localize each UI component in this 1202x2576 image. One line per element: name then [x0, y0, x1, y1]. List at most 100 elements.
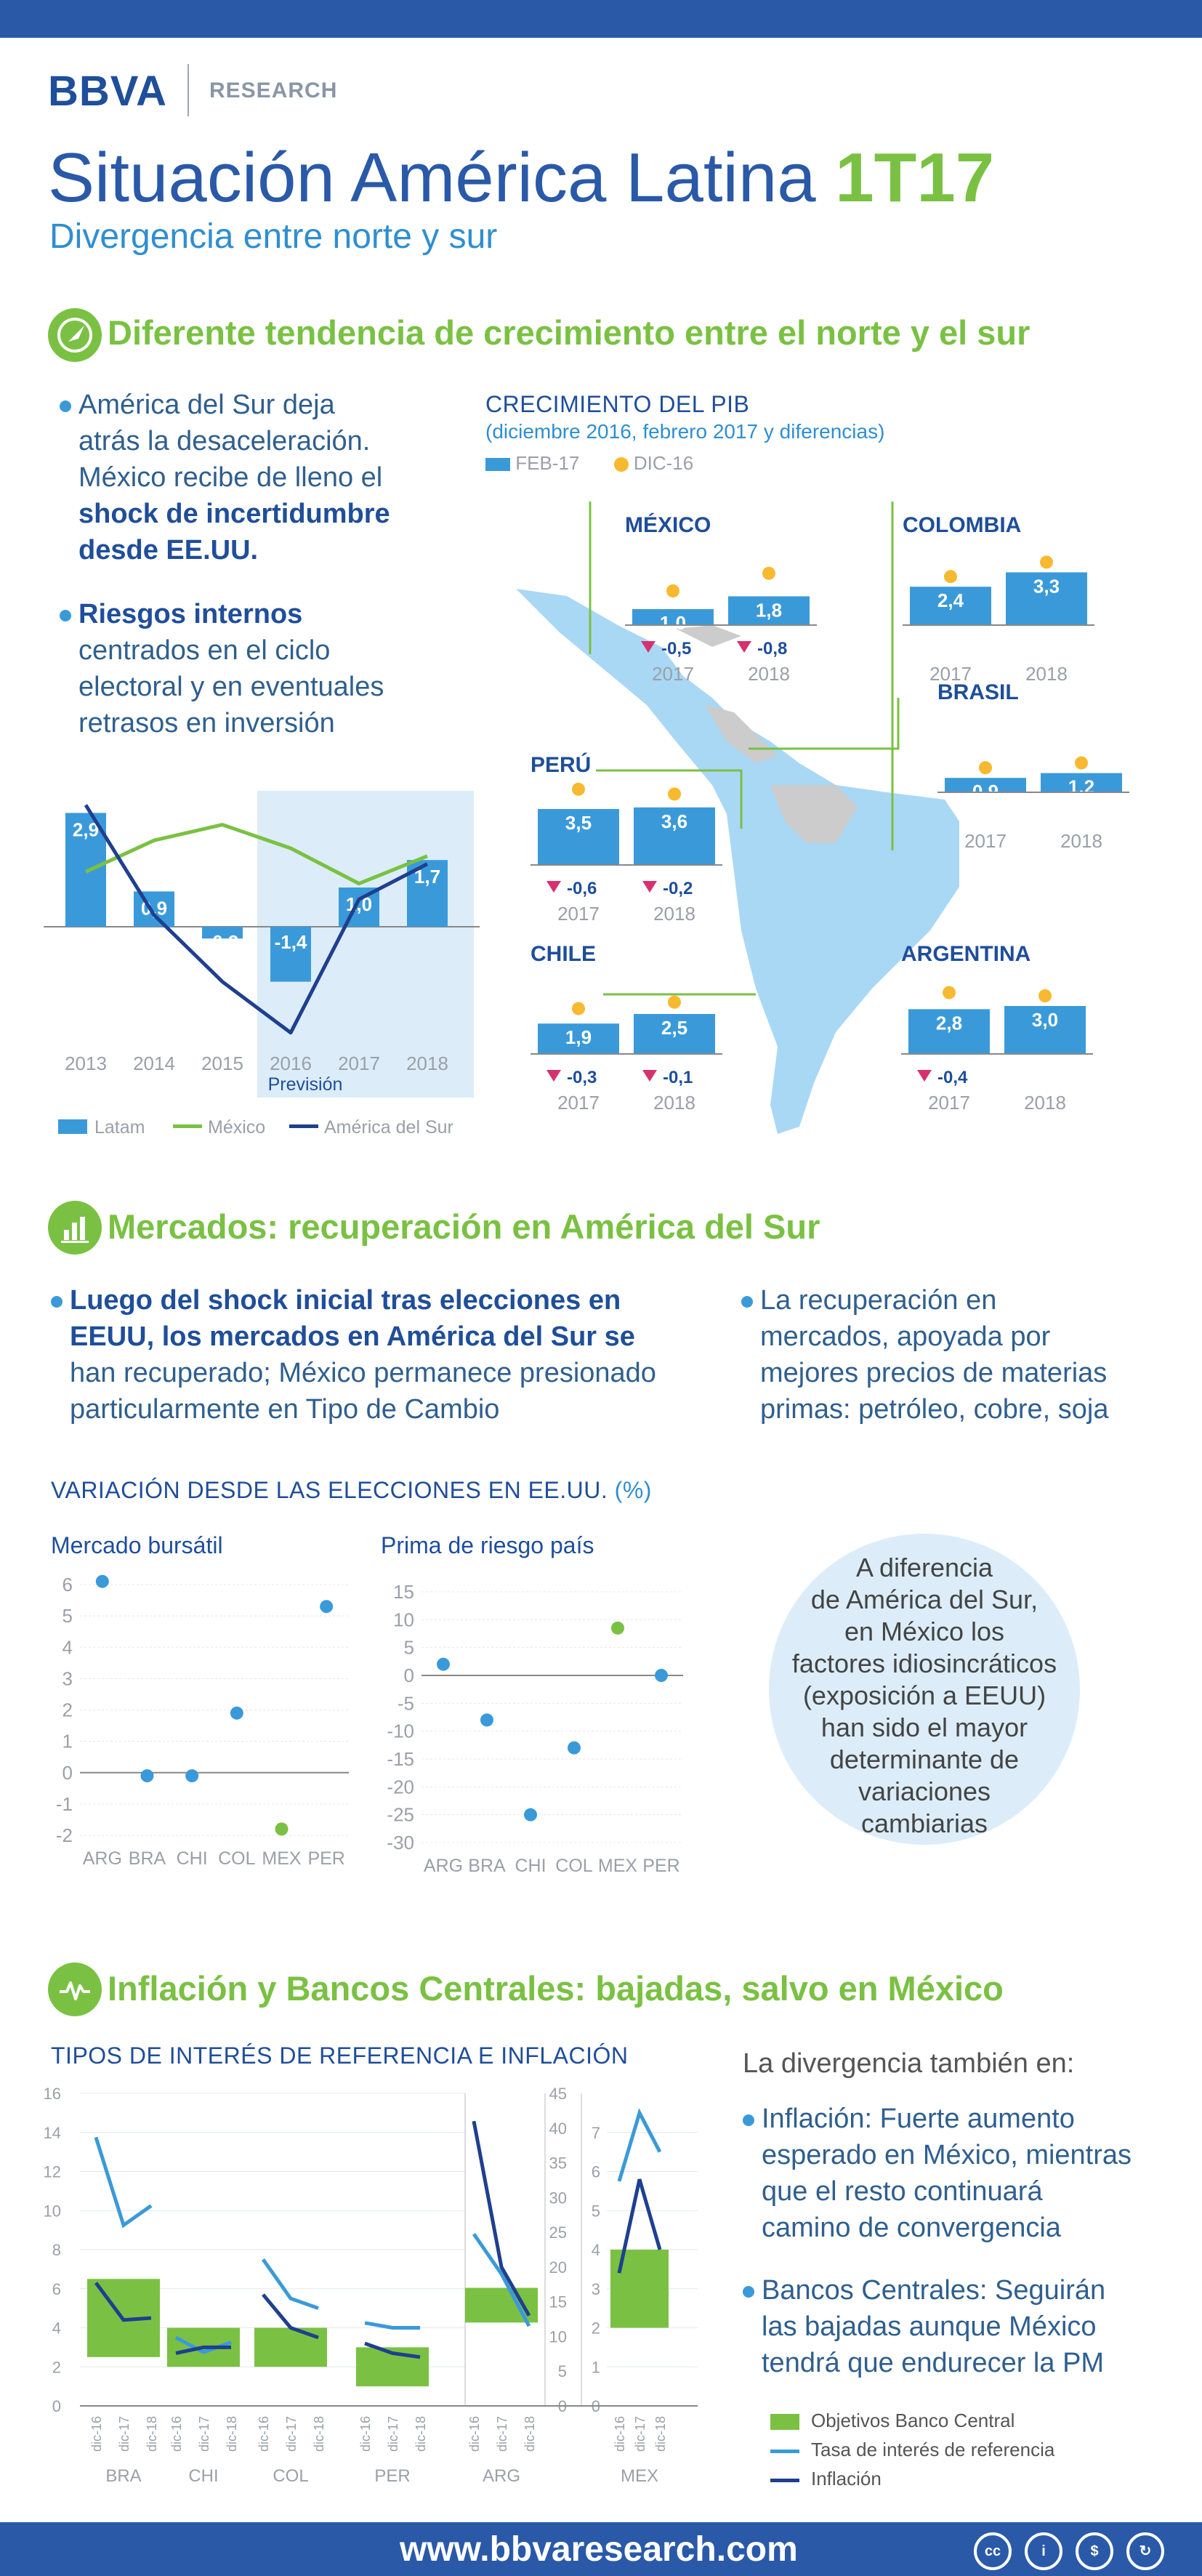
dic16-marker: [668, 787, 681, 801]
bullet-dot-icon: [60, 400, 71, 412]
bullet-dot-icon: [743, 2114, 754, 2126]
title-period: 1T17: [835, 139, 995, 217]
bar-label: 3,5: [565, 812, 592, 834]
diff-label: -0,8: [757, 639, 787, 659]
y-tick-label: 4: [52, 2319, 61, 2338]
brand-division: RESEARCH: [209, 79, 338, 102]
period-label: dic-16: [169, 2416, 184, 2452]
dic16-marker: [762, 566, 775, 580]
latam-gdp-chart: 2,920130,92014-0,32015-1,420161,020171,7…: [44, 791, 480, 1138]
dic16-marker: [1038, 989, 1052, 1002]
y-tick-label: 8: [52, 2241, 61, 2259]
y-tick-label-mex: 1: [592, 2358, 600, 2376]
line-mexico: [84, 823, 428, 886]
section3-bullet1: Inflación: Fuerte aumento esperado en Mé…: [743, 2101, 1186, 2246]
y-tick-label: 2: [62, 1699, 73, 1721]
group-label: COL: [273, 2466, 308, 2486]
bar-label: 3,0: [1032, 1009, 1058, 1031]
legend-swatch-target: [770, 2414, 799, 2431]
y-tick-label: 5: [404, 1637, 414, 1659]
y-tick-label-mex: 5: [592, 2202, 600, 2220]
point-arg: [437, 1657, 450, 1671]
group-label: PER: [374, 2466, 410, 2486]
y-tick-label: 6: [52, 2280, 61, 2298]
bar-label: 1,8: [756, 599, 782, 621]
y-tick-label: -15: [387, 1748, 414, 1770]
country-panel-chile: CHILE 1,9 -0,3 2017 2,5 -0,1 2018: [531, 942, 756, 1114]
y-tick-label-mex: 7: [592, 2124, 600, 2142]
y-tick-label: 6: [62, 1574, 73, 1595]
y-tick-label-right: 10: [549, 2327, 567, 2346]
bar-label: 1,0: [346, 893, 372, 915]
x-tick-label: COL: [555, 1856, 593, 1876]
bar-colombia-2017: [910, 587, 991, 625]
bar-chile-2017: [538, 1023, 619, 1054]
legend-swatch-latam: [58, 1119, 87, 1134]
point-bra: [480, 1713, 493, 1727]
diff-label: -0,5: [661, 639, 691, 659]
rate-line-bra: [94, 2136, 153, 2229]
y-tick-label: -10: [387, 1720, 414, 1742]
bar-argentina-2017: [908, 1009, 990, 1054]
country-name: BRASIL: [937, 680, 1019, 704]
bar-label: 3,6: [661, 810, 687, 832]
section3-intro: La divergencia también en:: [743, 2048, 1075, 2079]
rate-line-arg: [472, 2233, 531, 2327]
map-caribbean: [676, 625, 741, 647]
target-band-col: [254, 2327, 327, 2367]
bar-latam-2015: [202, 927, 243, 939]
point-bra: [140, 1769, 154, 1783]
year-label: 2018: [653, 903, 695, 925]
dic16-marker: [943, 986, 956, 999]
down-arrow-icon: [642, 1070, 657, 1082]
bar-label: -1,4: [275, 931, 307, 953]
y-tick-label-mex: 4: [592, 2241, 600, 2259]
forecast-label: Previsión: [268, 1074, 343, 1095]
x-tick-label: MEX: [262, 1848, 302, 1869]
period-label: dic-16: [89, 2416, 104, 2452]
rates-inflation-chart: 024681012141605101520253035404501234567d…: [44, 2085, 698, 2486]
inflation-line-chi: [175, 2345, 231, 2355]
title-main: Situación América Latina: [48, 139, 816, 217]
down-arrow-icon: [917, 1070, 932, 1082]
bar-label: 2,8: [936, 1012, 962, 1034]
dic16-marker: [979, 761, 992, 775]
x-tick-label: 2017: [338, 1052, 380, 1074]
rate-line-col: [261, 2258, 319, 2310]
period-label: dic-18: [145, 2416, 159, 2452]
bar-argentina-2018: [1004, 1006, 1086, 1054]
down-arrow-icon: [642, 881, 657, 893]
point-per: [320, 1600, 334, 1614]
section2-bullet2: La recuperación en mercados, apoyada por…: [741, 1282, 1177, 1428]
map-latam: [516, 589, 959, 1134]
year-label: 2018: [1024, 1092, 1066, 1114]
year-label: 2018: [1060, 830, 1102, 852]
period-label: dic-18: [225, 2416, 239, 2452]
x-tick-label: ARG: [83, 1848, 122, 1869]
year-label: 2017: [928, 1092, 970, 1114]
x-tick-label: 2016: [270, 1052, 312, 1074]
page-title: Situación América Latina 1T17: [48, 138, 994, 218]
year-label: 2017: [557, 1092, 600, 1114]
period-label: dic-16: [613, 2416, 627, 2452]
map-andean: [770, 785, 858, 843]
bar-chile-2018: [634, 1014, 715, 1054]
country-name: COLOMBIA: [903, 513, 1021, 537]
risk-chart-title: Prima de riesgo país: [381, 1532, 594, 1558]
x-tick-label: CHI: [177, 1848, 208, 1869]
period-label: dic-17: [117, 2416, 132, 2452]
x-tick-label: COL: [218, 1848, 256, 1869]
footer-url[interactable]: www.bbvaresearch.com: [400, 2530, 798, 2569]
legend-sudamerica: América del Sur: [324, 1117, 453, 1138]
highlight-bubble: [769, 1534, 1080, 1845]
y-tick-label-mex: 6: [592, 2163, 600, 2181]
bar-label: 3,3: [1033, 575, 1060, 597]
page-subtitle: Divergencia entre norte y sur: [49, 217, 498, 256]
latam-map-gdp: MÉXICO 1,0 -0,5 2017 1,8 -0,8 2018 COLOMBIA 2,4 2…: [516, 502, 1129, 1134]
bar-colombia-2018: [1006, 572, 1087, 625]
dic16-marker: [572, 782, 585, 796]
year-label: 2017: [964, 830, 1007, 852]
y-tick-label: 2: [52, 2358, 61, 2376]
rates-legend: Objetivos Banco Central Tasa de interés …: [770, 2406, 1054, 2493]
y-tick-label: 16: [44, 2085, 61, 2103]
